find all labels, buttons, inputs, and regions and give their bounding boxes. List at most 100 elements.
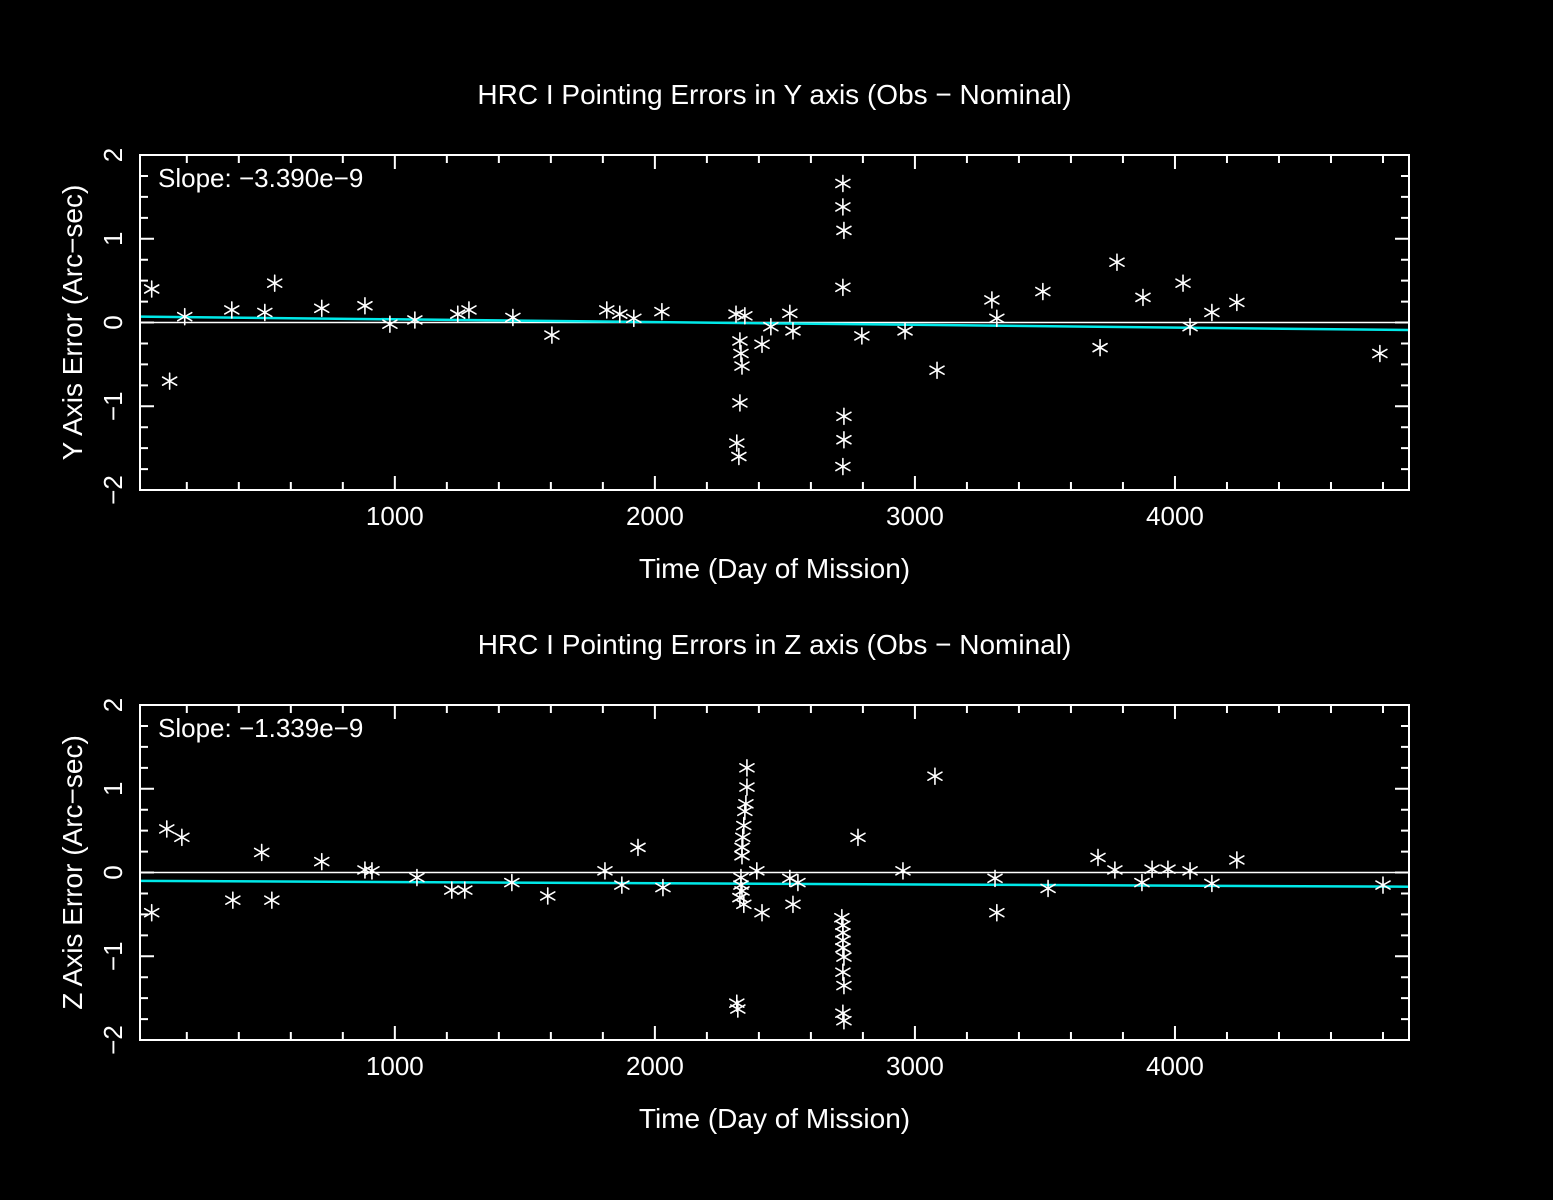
scatter-point (790, 873, 806, 892)
x-tick-label: 1000 (366, 501, 424, 531)
scatter-point (989, 903, 1005, 922)
scatter-point (737, 307, 753, 325)
scatter-point (313, 852, 330, 871)
scatter-point (836, 407, 852, 426)
scatter-point (313, 299, 330, 318)
y-tick-label: −1 (98, 941, 128, 971)
scatter-point (1182, 862, 1198, 880)
scatter-point (176, 307, 193, 326)
slope-annotation: Slope: −1.339e−9 (158, 713, 363, 743)
scatter-point (598, 301, 615, 319)
scatter-point (1375, 876, 1391, 894)
scatter-point (611, 305, 628, 323)
scatter-point (732, 394, 748, 412)
scatter-point (1035, 282, 1051, 301)
x-tick-label: 2000 (626, 501, 684, 531)
scatter-point (749, 862, 765, 880)
scatter-point (456, 881, 473, 899)
y-tick-label: 0 (98, 865, 128, 879)
scatter-point (257, 303, 273, 322)
scatter-point (731, 447, 747, 466)
scatter-point (929, 361, 945, 380)
scatter-point (449, 305, 466, 323)
scatter-points (143, 174, 1388, 476)
y-axis-title: Y Axis Error (Arc−sec) (57, 185, 88, 461)
scatter-point (158, 820, 175, 838)
scatter-point (225, 891, 241, 909)
scatter-point (785, 322, 801, 340)
scatter-point (1175, 274, 1191, 292)
scatter-point (739, 778, 755, 796)
scatter-point (835, 1004, 851, 1022)
chart-title: HRC I Pointing Errors in Y axis (Obs − N… (477, 79, 1071, 110)
scatter-point (1160, 860, 1176, 878)
scatter-point (835, 457, 851, 476)
scatter-point (835, 963, 851, 981)
scatter-point (733, 344, 749, 363)
scatter-point (734, 846, 750, 865)
axis-ticks (140, 704, 1409, 1041)
scatter-point (1229, 293, 1245, 312)
scatter-point (630, 838, 646, 857)
scatter-point (1090, 848, 1106, 867)
x-tick-label: 3000 (886, 501, 944, 531)
y-tick-label: 2 (98, 148, 128, 162)
scatter-point (443, 881, 460, 899)
scatter-points (143, 759, 1391, 1030)
scatter-point (854, 327, 870, 345)
scatter-point (1092, 338, 1108, 357)
x-tick-label: 2000 (626, 1051, 684, 1081)
scatter-point (1229, 851, 1245, 869)
chart-title: HRC I Pointing Errors in Z axis (Obs − N… (478, 629, 1072, 660)
scatter-point (174, 828, 190, 847)
scatter-point (835, 198, 851, 216)
scatter-point (836, 1011, 852, 1030)
scatter-point (1107, 861, 1123, 879)
scatter-point (143, 903, 160, 922)
scatter-point (382, 315, 398, 333)
scatter-point (143, 280, 160, 298)
scatter-point (835, 174, 851, 193)
scatter-point (836, 976, 852, 995)
scatter-point (763, 317, 779, 336)
scatter-point (927, 767, 943, 785)
x-tick-label: 4000 (1146, 1051, 1204, 1081)
axis-ticks (140, 154, 1409, 491)
y-tick-label: −2 (98, 1025, 128, 1055)
scatter-point (987, 869, 1003, 888)
scatter-point (407, 311, 423, 329)
scatter-point (728, 434, 745, 452)
scatter-point (736, 895, 752, 914)
scatter-point (836, 948, 852, 966)
scatter-point (1204, 874, 1220, 893)
scatter-point (836, 221, 852, 240)
scatter-point (223, 301, 240, 319)
scatter-point (614, 876, 630, 894)
scatter-point (1135, 288, 1151, 307)
y-tick-label: −2 (98, 475, 128, 505)
scatter-point (364, 862, 380, 880)
scatter-point (1204, 303, 1220, 322)
scatter-point (730, 1000, 746, 1018)
scatter-point (1109, 253, 1125, 271)
scatter-point (264, 891, 280, 909)
scatter-point (834, 908, 850, 927)
trend-line (139, 879, 1410, 888)
scatter-point (984, 291, 1000, 309)
scatter-point (850, 828, 866, 847)
scatter-point (1144, 860, 1160, 878)
scatter-point (544, 326, 560, 344)
scatter-point (654, 302, 670, 321)
trend-line (139, 315, 1410, 332)
scatter-point (835, 939, 851, 957)
scatter-point (253, 843, 270, 862)
x-tick-label: 1000 (366, 1051, 424, 1081)
scatter-point (409, 868, 425, 887)
scatter-point (1134, 873, 1150, 892)
x-axis-title: Time (Day of Mission) (639, 553, 910, 584)
y-tick-label: −1 (98, 391, 128, 421)
scatter-point (357, 296, 373, 315)
slope-annotation: Slope: −3.390e−9 (158, 163, 363, 193)
